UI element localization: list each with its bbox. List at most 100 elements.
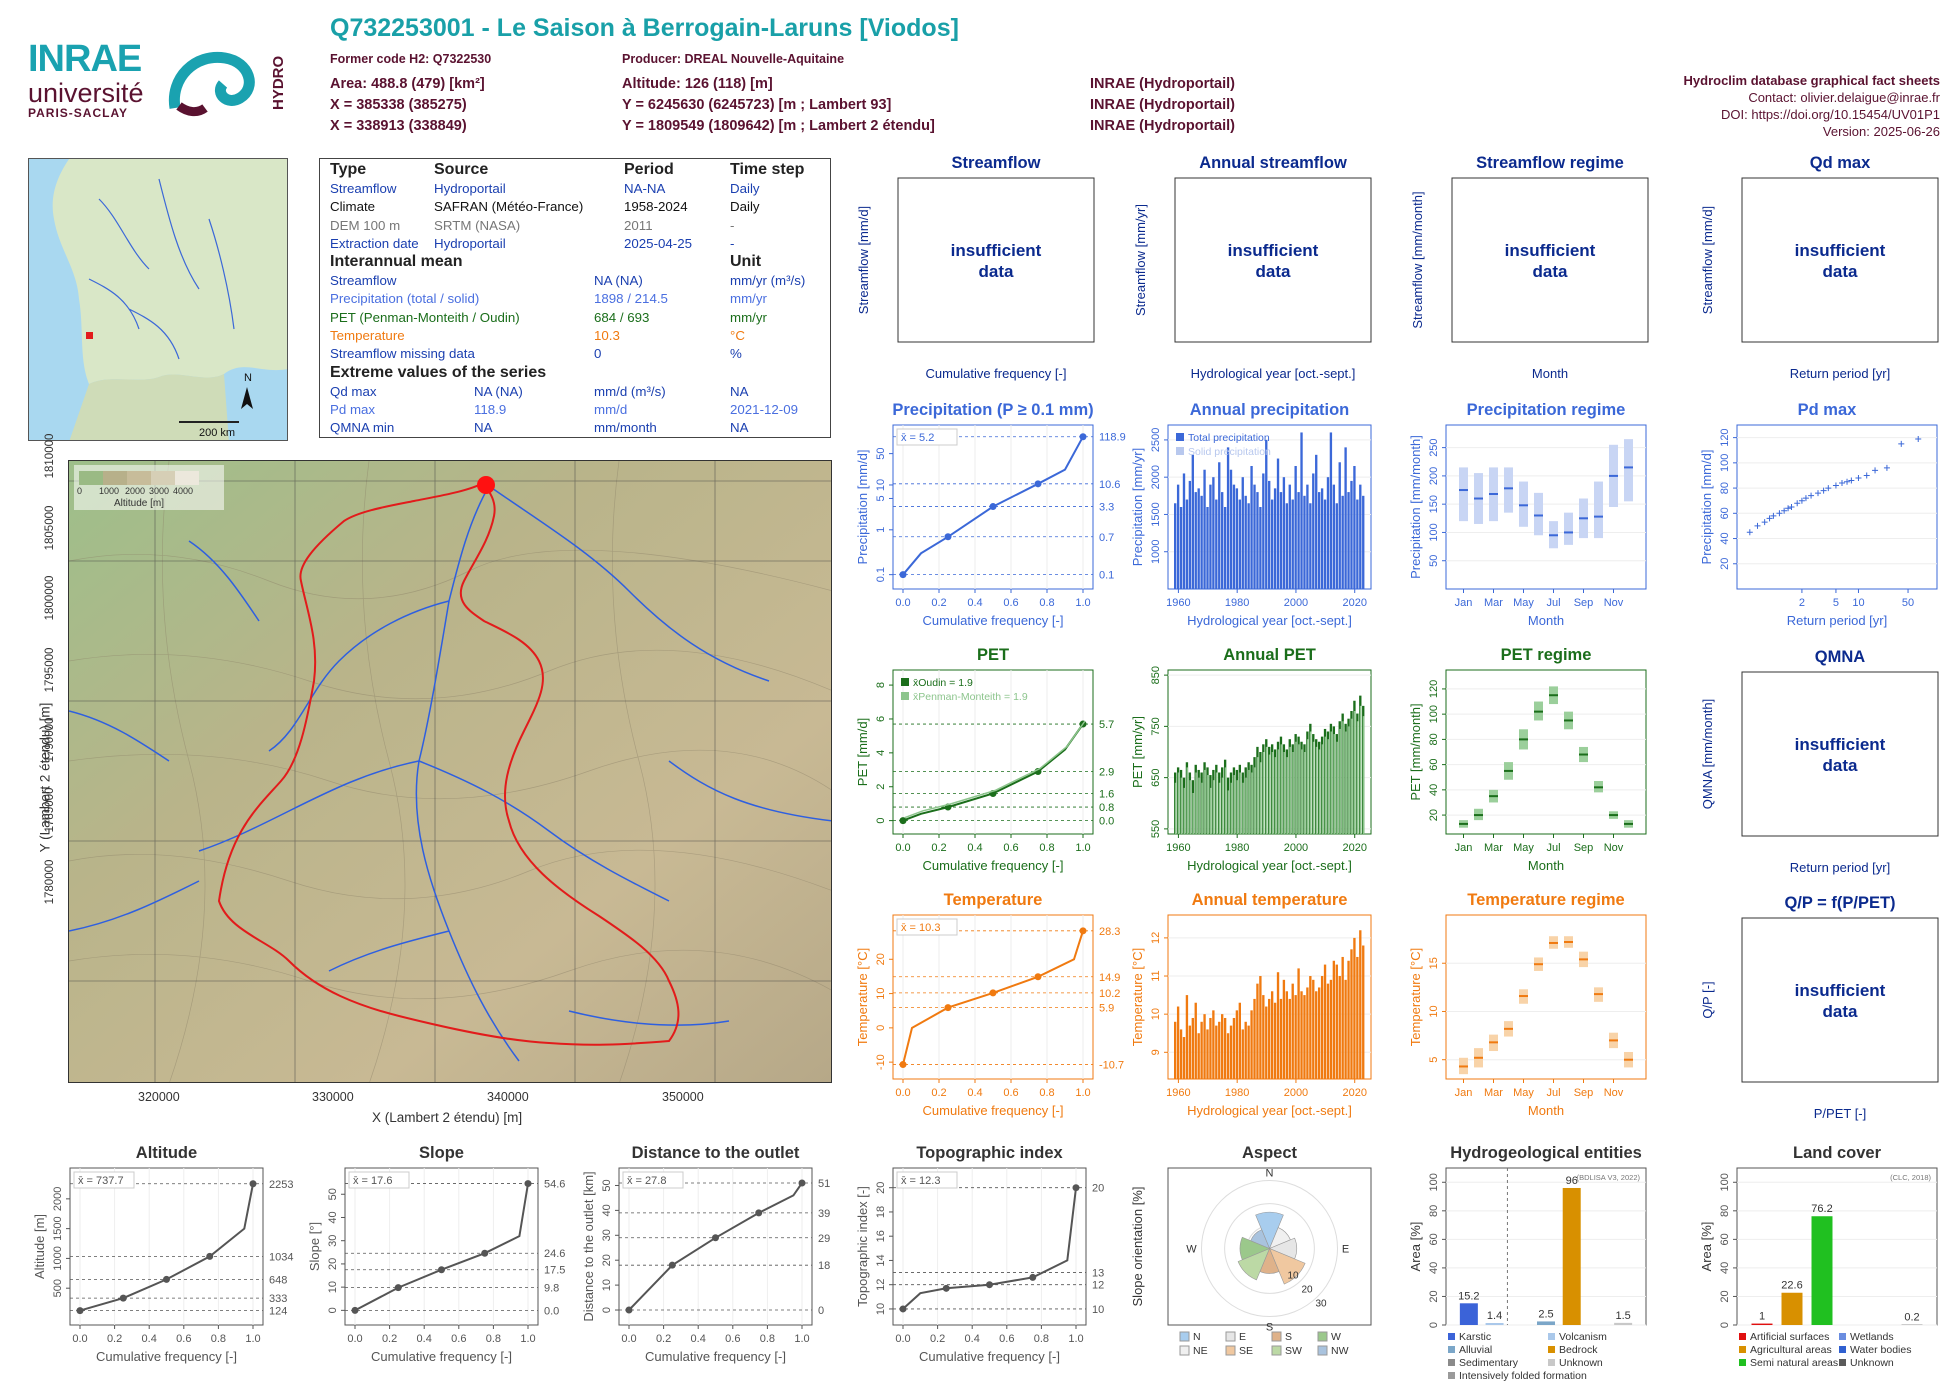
altitude_cdf-point	[119, 1294, 127, 1302]
annual_pet-bar	[1265, 746, 1268, 834]
annual_pet-bar	[1233, 775, 1236, 834]
temp_cdf-right-label: 5.9	[1099, 1003, 1114, 1015]
aspect-sector	[1255, 1211, 1284, 1250]
annual_precip-bar	[1256, 492, 1259, 589]
temp_cdf-ylabel: Temperature [°C]	[855, 948, 870, 1046]
annual_temp-bar	[1270, 991, 1274, 1079]
aspect-sector	[1268, 1247, 1306, 1285]
annual_streamflow-frame	[1174, 177, 1372, 343]
annual_precip-legend-key	[1176, 433, 1184, 441]
annual_pet-bar	[1245, 777, 1247, 834]
slope_cdf-right-label: 17.5	[544, 1265, 565, 1277]
annual_precip-bar	[1285, 503, 1289, 589]
precip_regime-xtick-label: Nov	[1604, 597, 1624, 609]
annual_pet-xtick-label: 2020	[1342, 842, 1366, 854]
pd_max-point	[1766, 515, 1773, 522]
altitude_cdf-xtick-label: 0.6	[176, 1333, 191, 1345]
annual_temp-bar	[1206, 1029, 1209, 1079]
precip_cdf-point	[989, 503, 997, 511]
source-row-cell: 2025-04-25	[624, 235, 693, 251]
annual_precip-bar	[1229, 469, 1233, 589]
distance_cdf-frame	[618, 1167, 813, 1326]
precip_cdf-ylabel: Precipitation [mm/d]	[855, 450, 870, 565]
topo_cdf-xtick-label: 0.0	[895, 1333, 910, 1345]
annual_precip-bar	[1212, 477, 1215, 589]
distance_cdf-xlabel: Cumulative frequency [-]	[645, 1349, 786, 1364]
annual_temp-ylabel: Temperature [°C]	[1130, 948, 1145, 1046]
aspect-legend: N	[1193, 1331, 1201, 1343]
interannual-row-cell: mm/yr	[730, 309, 767, 325]
annual_pet-title: Annual PET	[1223, 646, 1316, 664]
annual_precip-bar	[1191, 454, 1194, 589]
hydrogeology-legend: Sedimentary	[1459, 1357, 1519, 1369]
source-row-cell: -	[730, 235, 735, 251]
topo_cdf-ytick-label: 10	[875, 1303, 887, 1315]
distance_cdf-ytick-label: 20	[601, 1254, 613, 1266]
pd_max-point	[1820, 487, 1827, 494]
annual_temp-ytick-label: 10	[1150, 1008, 1162, 1020]
topo_cdf-ytick-label: 18	[875, 1206, 887, 1218]
annual_precip-bar	[1197, 488, 1200, 589]
annual_pet-ytick-label: 650	[1150, 768, 1162, 786]
hydrogeology-legend: Intensively folded formation	[1459, 1370, 1587, 1382]
qp-ylabel: Q/P [-]	[1700, 981, 1715, 1018]
hydrogeology-value: 1.4	[1487, 1310, 1502, 1322]
annual_precip-ytick-label: 1000	[1150, 539, 1162, 563]
annual_temp-bar	[1191, 1017, 1194, 1079]
aspect-sector	[1239, 1236, 1271, 1261]
slope_cdf-xtick-label: 1.0	[520, 1333, 535, 1345]
land_cover-legend-key	[1839, 1333, 1846, 1340]
annual_pet-bar	[1195, 772, 1197, 834]
pd_max-xtick-label: 50	[1902, 597, 1914, 609]
pet_regime-ytick-label: 60	[1428, 758, 1440, 770]
doi[interactable]: DOI: https://doi.org/10.15454/UV01P1	[1721, 107, 1940, 122]
legend-val-2: 2000	[125, 486, 145, 496]
annual_pet-bar	[1292, 752, 1294, 834]
annual_pet-bar	[1209, 787, 1212, 834]
precip_regime-xtick-label: Jul	[1546, 597, 1560, 609]
hydrogeology-legend: Bedrock	[1559, 1344, 1598, 1356]
land_cover-legend-key	[1839, 1359, 1846, 1366]
annual_precip-legend: Solid precipitation	[1188, 446, 1271, 458]
qd_max-title: Qd max	[1810, 154, 1871, 172]
annual_precip-bar	[1300, 432, 1303, 589]
temp_cdf-xlabel: Cumulative frequency [-]	[923, 1103, 1064, 1118]
table-head-cell: Type	[330, 161, 367, 178]
altitude_cdf-ytick-label: 1000	[52, 1246, 64, 1270]
aspect-ring-label: 30	[1316, 1299, 1328, 1310]
annual_precip-title: Annual precipitation	[1190, 401, 1350, 419]
precip_cdf-right-label: 0.1	[1099, 570, 1114, 582]
annual_temp-bar	[1338, 976, 1341, 1079]
annual_temp-title: Annual temperature	[1192, 891, 1348, 909]
qp-msg: data	[1823, 1002, 1859, 1021]
annual_temp-bar	[1223, 1017, 1227, 1079]
annual_temp-bar	[1312, 979, 1315, 1079]
annual_temp-xtick-label: 1960	[1166, 1087, 1190, 1099]
slope_cdf-curve	[354, 1183, 529, 1312]
annual_temp-bar	[1209, 1017, 1212, 1079]
land_cover-legend: Water bodies	[1850, 1344, 1911, 1356]
precip_regime-box	[1519, 481, 1528, 527]
source-row-cell: Daily	[730, 181, 760, 196]
annual_precip-bar	[1326, 477, 1330, 589]
annual_pet-bar	[1295, 741, 1297, 834]
topo_cdf-title: Topographic index	[916, 1144, 1063, 1162]
slope_cdf-xtick-label: 0.4	[417, 1333, 432, 1345]
slope_cdf-point	[481, 1249, 489, 1257]
extreme-row-cell: NA	[730, 383, 749, 399]
pet_regime-title: PET regime	[1501, 646, 1592, 664]
annual_temp-bar	[1317, 987, 1321, 1079]
land_cover-legend-key	[1739, 1359, 1746, 1366]
source-row-cell: Extraction date	[330, 235, 419, 251]
annual_pet-bar	[1353, 711, 1356, 834]
pd_max-xlabel: Return period [yr]	[1787, 613, 1887, 628]
temp_regime-ylabel: Temperature [°C]	[1408, 948, 1423, 1046]
altitude_cdf-title: Altitude	[136, 1144, 197, 1162]
pet_regime-ytick-label: 40	[1428, 784, 1440, 796]
hydrogeology-bar	[1614, 1322, 1633, 1325]
annual_precip-bar	[1309, 503, 1312, 589]
land_cover-legend-key	[1739, 1346, 1746, 1353]
contact[interactable]: Contact: olivier.delaigue@inrae.fr	[1748, 90, 1940, 105]
annual_pet-bar	[1192, 793, 1194, 834]
